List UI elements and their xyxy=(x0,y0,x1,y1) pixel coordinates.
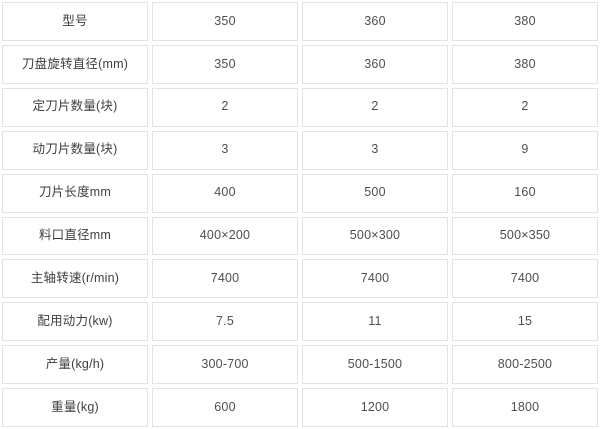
table-row-label: 动刀片数量(块) xyxy=(2,130,148,170)
table-cell-value: 800-2500 xyxy=(452,345,598,385)
table-row: 定刀片数量(块) 2 2 2 xyxy=(0,86,600,129)
table-cell-value: 500-1500 xyxy=(302,345,448,385)
table-cell-value: 160 xyxy=(452,173,598,213)
table-row-label: 刀片长度mm xyxy=(2,173,148,213)
table-cell-value: 2 xyxy=(302,87,448,127)
table-row: 刀片长度mm 400 500 160 xyxy=(0,172,600,215)
table-cell-value: 400×200 xyxy=(152,216,298,256)
table-row-label: 重量(kg) xyxy=(2,388,148,428)
table-row-label: 料口直径mm xyxy=(2,216,148,256)
table-cell-value: 360 xyxy=(302,2,448,41)
table-cell-value: 11 xyxy=(302,302,448,342)
table-row: 产量(kg/h) 300-700 500-1500 800-2500 xyxy=(0,343,600,386)
table-row-label: 配用动力(kw) xyxy=(2,302,148,342)
table-cell-value: 3 xyxy=(302,130,448,170)
table-row-label: 产量(kg/h) xyxy=(2,345,148,385)
table-cell-value: 380 xyxy=(452,2,598,41)
table-cell-value: 380 xyxy=(452,44,598,84)
table-row-label: 型号 xyxy=(2,2,148,41)
table-row-label: 主轴转速(r/min) xyxy=(2,259,148,299)
table-cell-value: 2 xyxy=(152,87,298,127)
table-cell-value: 7400 xyxy=(152,259,298,299)
table-cell-value: 400 xyxy=(152,173,298,213)
table-cell-value: 360 xyxy=(302,44,448,84)
table-cell-value: 7.5 xyxy=(152,302,298,342)
table-cell-value: 300-700 xyxy=(152,345,298,385)
table-cell-value: 15 xyxy=(452,302,598,342)
table-row: 型号 350 360 380 xyxy=(0,0,600,43)
table-row: 刀盘旋转直径(mm) 350 360 380 xyxy=(0,43,600,86)
table-cell-value: 350 xyxy=(152,2,298,41)
table-row: 主轴转速(r/min) 7400 7400 7400 xyxy=(0,257,600,300)
table-row: 动刀片数量(块) 3 3 9 xyxy=(0,129,600,172)
table-cell-value: 7400 xyxy=(452,259,598,299)
table-row: 重量(kg) 600 1200 1800 xyxy=(0,386,600,429)
table-cell-value: 2 xyxy=(452,87,598,127)
table-row-label: 定刀片数量(块) xyxy=(2,87,148,127)
table-cell-value: 500×350 xyxy=(452,216,598,256)
table-cell-value: 3 xyxy=(152,130,298,170)
table-row-label: 刀盘旋转直径(mm) xyxy=(2,44,148,84)
table-cell-value: 500×300 xyxy=(302,216,448,256)
table-cell-value: 1200 xyxy=(302,388,448,428)
table-cell-value: 7400 xyxy=(302,259,448,299)
table-row: 料口直径mm 400×200 500×300 500×350 xyxy=(0,215,600,258)
table-cell-value: 9 xyxy=(452,130,598,170)
table-cell-value: 600 xyxy=(152,388,298,428)
table-cell-value: 1800 xyxy=(452,388,598,428)
table-cell-value: 500 xyxy=(302,173,448,213)
table-cell-value: 350 xyxy=(152,44,298,84)
table-row: 配用动力(kw) 7.5 11 15 xyxy=(0,300,600,343)
